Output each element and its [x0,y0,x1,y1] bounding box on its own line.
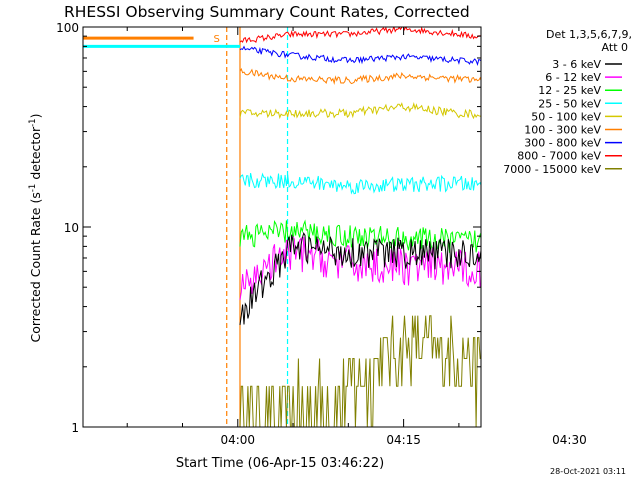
series-line-7 [239,27,481,44]
plot-area: S [83,27,481,427]
series-line-0 [239,231,481,326]
y-tick-label: 100 [56,21,79,35]
y-axis-label: Corrected Count Rate (s-1 detector-1) [28,114,43,343]
y-axis-label-main: Corrected Count Rate (s [28,192,43,342]
series-line-1 [239,235,481,301]
state-marker-label: S [213,34,219,45]
legend-entry-label: 50 - 100 keV [531,110,601,123]
footer-timestamp: 28-Oct-2021 03:11 [550,467,626,476]
y-axis-label-sup1: -1 [28,184,38,192]
legend-entry-label: 300 - 800 keV [524,137,601,150]
y-axis-label-end: ) [28,114,43,119]
legend-entry-label: 800 - 7000 keV [517,150,601,163]
series-line-4 [239,101,481,120]
y-tick-label: 1 [71,421,79,435]
x-tick-label: 04:15 [386,433,421,447]
x-axis-label: Start Time (06-Apr-15 03:46:22) [176,456,384,471]
svg-text:Corrected Count Rate (s-1 dete: Corrected Count Rate (s-1 detector-1) [28,114,43,343]
chart-title: RHESSI Observing Summary Count Rates, Co… [64,3,470,21]
series-line-8 [239,315,481,427]
legend-entry-label: 6 - 12 keV [545,71,601,84]
series-line-6 [239,45,481,67]
legend-entry-label: 3 - 6 keV [552,58,601,71]
legend-header-detectors: Det 1,3,5,6,7,9, [546,28,632,41]
y-tick-label: 10 [64,221,79,235]
series-line-5 [239,67,481,85]
x-tick-label: 04:00 [220,433,255,447]
legend-entry-label: 25 - 50 keV [538,97,601,110]
legend-entry-label: 12 - 25 keV [538,84,601,97]
legend-header-attenuator: Att 0 [602,41,628,54]
legend-entry-label: 100 - 300 keV [524,124,601,137]
series-line-3 [239,172,481,195]
x-tick-label: 04:30 [552,433,587,447]
series-line-2 [239,219,481,253]
legend-entry-label: 7000 - 15000 keV [503,163,601,176]
y-axis-label-mid: detector [28,126,43,184]
plot-frame [82,26,482,428]
y-axis-label-sup2: -1 [28,118,38,126]
